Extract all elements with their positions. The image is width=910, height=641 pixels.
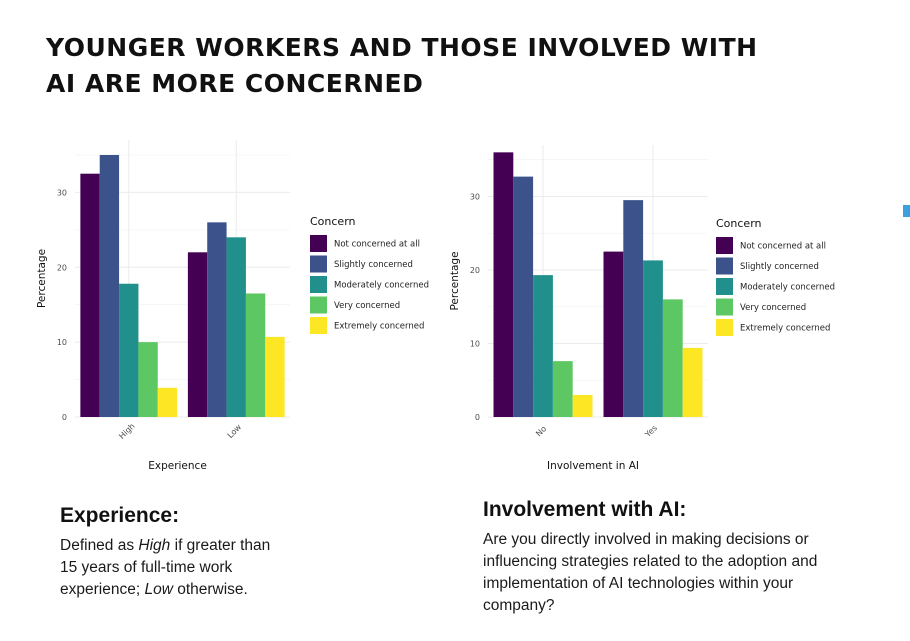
legend-swatch: [310, 235, 327, 252]
x-tick-label: High: [117, 422, 136, 441]
legend-label: Slightly concerned: [334, 260, 413, 270]
experience-chart: 0 10 20 30 High Low Experience Percentage Concer…: [36, 140, 429, 472]
title-line-1: YOUNGER WORKERS AND THOSE INVOLVED WITH: [46, 33, 758, 62]
x-tick-label: Yes: [643, 423, 659, 439]
experience-note-part: Defined as: [60, 537, 139, 554]
experience-note-text: Defined as High if greater than 15 years…: [60, 535, 290, 601]
x-tick-label: No: [534, 424, 548, 438]
y-axis-label: Percentage: [36, 249, 48, 308]
bar: [682, 347, 703, 417]
y-tick-label: 30: [470, 192, 480, 201]
page-title: YOUNGER WORKERS AND THOSE INVOLVED WITH …: [46, 30, 806, 102]
involvement-note-text: Are you directly involved in making deci…: [483, 531, 818, 614]
experience-note-heading: Experience:: [60, 504, 180, 527]
bar: [187, 252, 208, 417]
bar: [226, 237, 246, 417]
legend-label: Moderately concerned: [740, 283, 835, 293]
y-tick-label: 0: [62, 413, 67, 422]
bar: [80, 173, 100, 417]
y-axis-label: Percentage: [449, 251, 461, 310]
legend-label: Extremely concerned: [334, 322, 424, 332]
x-tick-label: Low: [226, 422, 244, 440]
bar: [662, 299, 683, 417]
legend-swatch: [716, 257, 733, 275]
bar: [493, 152, 514, 417]
x-axis-label: Involvement in AI: [547, 460, 639, 472]
experience-note-part: if greater than 15 years of full-time wo…: [60, 537, 271, 598]
experience-note-high: High: [138, 537, 171, 554]
x-axis-label: Experience: [148, 460, 207, 472]
bar: [157, 387, 178, 417]
involvement-chart: 0 10 20 30 No Yes Involvement in AI Percentage C…: [449, 145, 835, 472]
y-tick-label: 10: [57, 338, 67, 347]
legend-label: Extremely concerned: [740, 324, 830, 334]
y-tick-label: 30: [57, 188, 67, 197]
involvement-note: Involvement with AI: Are you directly in…: [483, 497, 863, 617]
involvement-note-heading: Involvement with AI:: [483, 498, 687, 521]
legend-swatch: [716, 278, 733, 295]
legend-swatch: [716, 319, 733, 336]
slide-edge-marker: [903, 205, 910, 217]
legend-label: Not concerned at all: [334, 240, 420, 250]
y-tick-label: 20: [470, 266, 480, 275]
bar: [572, 394, 593, 417]
y-tick-label: 20: [57, 263, 67, 272]
experience-note-part: otherwise.: [172, 581, 248, 598]
bar: [265, 336, 285, 417]
experience-note-low: Low: [144, 581, 173, 598]
legend-swatch: [310, 317, 327, 334]
title-line-2: AI ARE MORE CONCERNED: [46, 69, 424, 98]
bar: [643, 260, 663, 417]
bar: [138, 342, 158, 417]
legend-title: Concern: [716, 217, 762, 230]
legend-swatch: [716, 237, 733, 254]
y-tick-label: 0: [475, 413, 480, 422]
bar: [513, 176, 534, 417]
legend-label: Very concerned: [334, 301, 400, 311]
legend-label: Slightly concerned: [740, 262, 819, 272]
bar: [119, 283, 139, 417]
legend-swatch: [310, 296, 327, 314]
bar: [623, 200, 644, 417]
legend-swatch: [310, 276, 327, 293]
bar: [533, 275, 553, 417]
bar: [552, 361, 573, 417]
legend-swatch: [310, 255, 327, 273]
experience-note: Experience: Defined as High if greater t…: [60, 503, 290, 601]
legend-label: Moderately concerned: [334, 281, 429, 291]
bar: [207, 222, 227, 417]
bar: [603, 251, 624, 417]
bar: [245, 293, 266, 417]
y-tick-label: 10: [470, 339, 480, 348]
bar: [99, 154, 120, 418]
legend-label: Not concerned at all: [740, 242, 826, 252]
legend-swatch: [716, 298, 733, 316]
legend-title: Concern: [310, 215, 356, 228]
legend-label: Very concerned: [740, 303, 806, 313]
